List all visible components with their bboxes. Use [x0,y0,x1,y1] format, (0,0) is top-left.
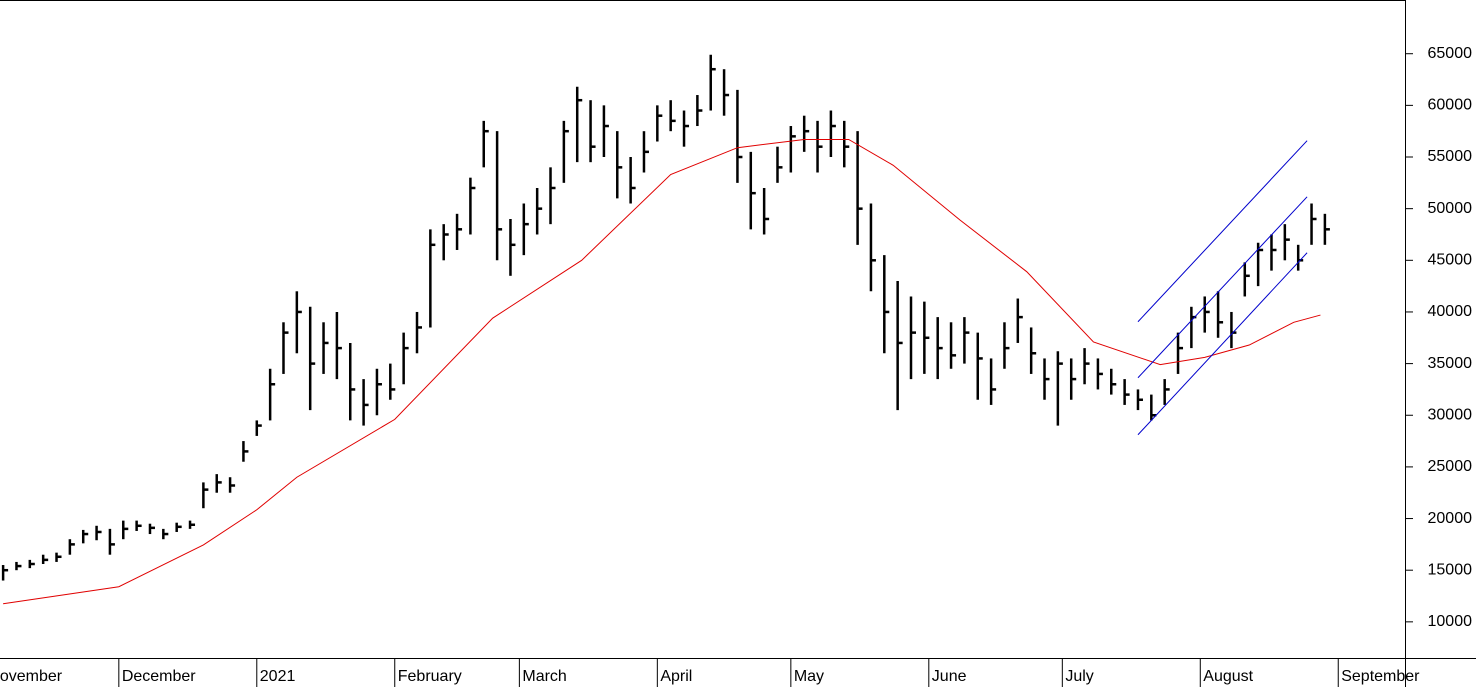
x-tick-label: April [660,668,692,685]
y-tick-label: 35000 [1428,355,1473,372]
y-tick-label: 25000 [1428,458,1473,475]
y-tick-label: 20000 [1428,510,1473,527]
x-tick-label: July [1065,668,1093,685]
x-tick-label: June [932,668,967,685]
y-tick-label: 65000 [1428,45,1473,62]
y-tick-label: 10000 [1428,613,1473,630]
channel-line [1137,196,1308,379]
y-tick-label: 50000 [1428,200,1473,217]
x-tick-label: September [1341,668,1420,685]
channel-line [1137,140,1308,323]
y-tick-label: 60000 [1428,97,1473,114]
x-tick-label: February [398,668,462,685]
x-tick-label: March [522,668,566,685]
x-tick-label: December [122,668,196,685]
y-tick-label: 40000 [1428,303,1473,320]
y-tick-label: 45000 [1428,252,1473,269]
y-tick-label: 30000 [1428,406,1473,423]
x-tick-label: 2021 [260,668,296,685]
x-tick-label: August [1203,668,1253,685]
moving-average [3,138,1321,605]
y-tick-label: 15000 [1428,561,1473,578]
y-tick-label: 55000 [1428,148,1473,165]
x-tick-label: November [0,668,63,685]
channel-line [1137,252,1308,436]
x-tick-label: May [794,668,824,685]
